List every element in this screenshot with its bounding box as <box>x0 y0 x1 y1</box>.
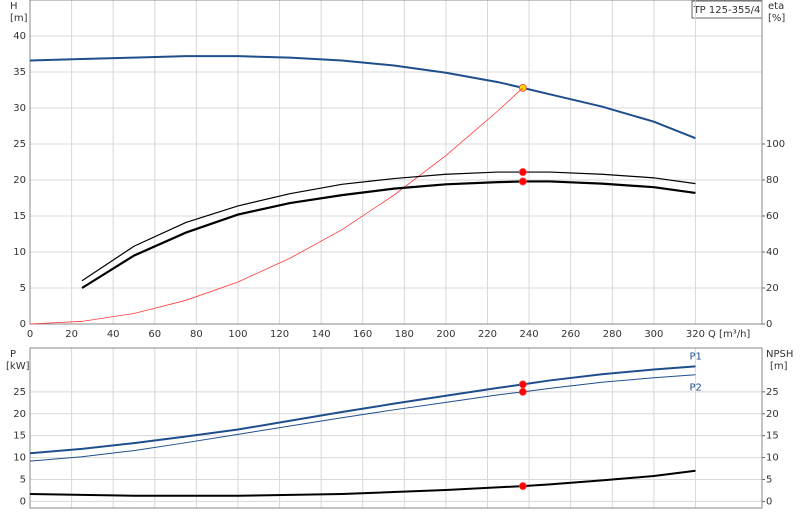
y-axis-label: P <box>10 349 16 360</box>
x-tick-label: 20 <box>65 329 78 340</box>
y-tick-label: 10 <box>13 453 26 464</box>
duty-point <box>518 168 527 176</box>
x-tick-label: 60 <box>148 329 161 340</box>
x-tick-label: 260 <box>561 329 580 340</box>
y-tick-label: 20 <box>13 175 26 186</box>
x-tick-label: 320 <box>686 329 705 340</box>
duty-point <box>518 380 527 389</box>
y-tick-label: 20 <box>13 409 26 420</box>
y2-axis-label: NPSH <box>766 349 793 360</box>
y2-axis-unit: [m] <box>770 361 788 372</box>
duty-point <box>518 482 527 490</box>
y2-axis-unit: [%] <box>768 13 785 24</box>
plot-frame <box>29 0 763 325</box>
y-tick-label: 0 <box>20 319 26 330</box>
x-tick-label: 100 <box>228 329 247 340</box>
y-tick-label: 5 <box>20 475 26 486</box>
y2-tick-label: 0 <box>766 496 772 507</box>
x-tick-label: 140 <box>312 329 331 340</box>
y-axis-unit: [m] <box>10 13 28 24</box>
y2-tick-label: 10 <box>766 453 779 464</box>
y2-tick-label: 15 <box>766 431 779 442</box>
curve <box>29 469 696 497</box>
y-axis-label: H <box>10 1 18 12</box>
y-tick-label: 10 <box>13 247 26 258</box>
x-tick-label: 200 <box>436 329 455 340</box>
y-tick-label: 15 <box>13 211 26 222</box>
curve <box>29 55 696 140</box>
y-tick-label: 35 <box>13 67 26 78</box>
y2-tick-label: 20 <box>766 283 779 294</box>
y2-tick-label: 40 <box>766 247 779 258</box>
x-tick-label: 180 <box>395 329 414 340</box>
y2-tick-label: 0 <box>766 319 772 330</box>
y-tick-label: 30 <box>13 103 26 114</box>
y2-tick-label: 20 <box>766 409 779 420</box>
x-tick-label: 0 <box>27 329 33 340</box>
curve <box>29 374 696 462</box>
curve <box>29 365 696 455</box>
y2-tick-label: 100 <box>766 139 785 150</box>
x-tick-label: 80 <box>190 329 203 340</box>
x-tick-label: 120 <box>270 329 289 340</box>
chart-title: TP 125-355/4 <box>693 5 761 16</box>
x-tick-label: 280 <box>603 329 622 340</box>
x-axis-label: Q [m³/h] <box>708 329 750 340</box>
curve-label: P2 <box>689 383 701 394</box>
curve <box>29 87 524 325</box>
y-tick-label: 40 <box>13 31 26 42</box>
y2-tick-label: 5 <box>766 475 772 486</box>
y-tick-label: 0 <box>20 496 26 507</box>
y-tick-label: 25 <box>13 139 26 150</box>
curve <box>81 180 696 289</box>
y-tick-label: 25 <box>13 387 26 398</box>
x-tick-label: 240 <box>520 329 539 340</box>
curve-label: P1 <box>689 351 701 362</box>
duty-point <box>518 177 527 186</box>
x-tick-label: 40 <box>107 329 120 340</box>
y-tick-label: 15 <box>13 431 26 442</box>
x-tick-label: 300 <box>644 329 663 340</box>
y-tick-label: 5 <box>20 283 26 294</box>
y2-tick-label: 60 <box>766 211 779 222</box>
y2-tick-label: 25 <box>766 387 779 398</box>
duty-point <box>518 387 527 396</box>
y2-axis-label: eta <box>768 1 784 12</box>
y2-tick-label: 80 <box>766 175 779 186</box>
plot-frame <box>29 347 763 509</box>
x-tick-label: 160 <box>353 329 372 340</box>
y-axis-unit: [kW] <box>6 361 30 372</box>
curve <box>81 171 696 282</box>
x-tick-label: 220 <box>478 329 497 340</box>
